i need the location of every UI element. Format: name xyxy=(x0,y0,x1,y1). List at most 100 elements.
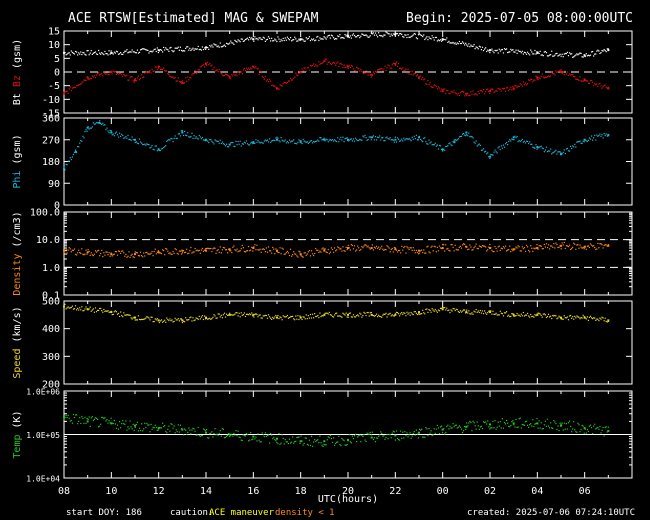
data-sample xyxy=(438,87,441,89)
data-sample xyxy=(123,51,125,54)
data-sample xyxy=(486,88,488,91)
data-sample xyxy=(225,74,228,76)
data-sample xyxy=(471,312,473,314)
data-sample xyxy=(151,145,153,147)
data-sample xyxy=(190,246,192,249)
data-sample xyxy=(434,308,436,311)
caution-density: density < 1 xyxy=(275,508,335,518)
data-sample xyxy=(373,34,376,36)
data-sample xyxy=(576,78,578,81)
data-sample xyxy=(378,435,380,437)
data-sample xyxy=(75,151,78,154)
data-sample xyxy=(346,64,348,67)
data-sample xyxy=(602,137,604,139)
data-sample xyxy=(228,248,230,250)
data-sample xyxy=(139,319,142,321)
data-sample xyxy=(103,418,105,420)
data-sample xyxy=(273,317,275,320)
data-sample xyxy=(401,245,403,247)
data-sample xyxy=(177,253,179,255)
data-sample xyxy=(571,247,573,250)
data-sample xyxy=(452,141,454,143)
data-sample xyxy=(342,246,344,248)
data-sample xyxy=(164,319,166,321)
data-sample xyxy=(418,313,421,315)
data-sample xyxy=(105,73,107,76)
data-sample xyxy=(523,424,526,426)
data-sample xyxy=(108,252,110,254)
data-sample xyxy=(426,246,428,248)
data-sample xyxy=(489,157,491,160)
data-sample xyxy=(151,316,153,318)
data-sample xyxy=(601,134,603,136)
data-sample xyxy=(120,51,122,54)
data-sample xyxy=(433,310,435,312)
data-sample xyxy=(524,82,527,84)
data-sample xyxy=(149,70,151,72)
data-sample xyxy=(461,41,464,43)
data-point xyxy=(394,434,397,437)
data-sample xyxy=(388,138,390,140)
data-sample xyxy=(408,137,410,140)
data-sample xyxy=(273,85,275,88)
data-sample xyxy=(579,431,581,433)
data-sample xyxy=(109,422,111,424)
data-sample xyxy=(606,87,608,89)
data-sample xyxy=(163,146,165,149)
data-sample xyxy=(513,51,515,53)
data-sample xyxy=(365,34,367,36)
data-sample xyxy=(225,249,228,251)
data-sample xyxy=(561,153,563,155)
data-sample xyxy=(576,244,578,246)
data-sample xyxy=(279,316,281,318)
data-sample xyxy=(286,36,288,38)
data-sample xyxy=(232,75,234,77)
data-sample xyxy=(190,316,192,318)
data-sample xyxy=(144,422,146,424)
data-sample xyxy=(322,445,324,448)
data-sample xyxy=(237,71,239,73)
data-sample xyxy=(551,245,553,247)
data-sample xyxy=(319,137,321,139)
data-sample xyxy=(479,245,481,248)
data-sample xyxy=(253,435,255,437)
data-sample xyxy=(582,314,584,316)
data-sample xyxy=(174,47,176,49)
data-sample xyxy=(556,153,558,155)
data-sample xyxy=(531,425,533,427)
data-sample xyxy=(560,423,562,425)
data-sample xyxy=(481,149,484,151)
data-sample xyxy=(516,52,518,54)
data-sample xyxy=(165,70,167,72)
data-sample xyxy=(367,245,369,247)
data-sample xyxy=(490,49,492,52)
data-sample xyxy=(531,51,533,53)
data-sample xyxy=(121,73,123,76)
data-sample xyxy=(332,37,335,39)
data-sample xyxy=(419,429,422,431)
data-sample xyxy=(407,68,409,70)
data-sample xyxy=(233,314,235,316)
data-sample xyxy=(357,245,359,247)
data-sample xyxy=(521,246,523,248)
data-sample xyxy=(426,428,428,430)
data-sample xyxy=(90,310,92,312)
data-sample xyxy=(488,156,490,158)
data-sample xyxy=(91,416,93,418)
data-sample xyxy=(146,49,148,51)
data-sample xyxy=(416,251,419,253)
data-sample xyxy=(498,48,500,50)
data-sample xyxy=(376,36,379,38)
data-sample xyxy=(495,428,497,430)
data-point xyxy=(536,76,539,79)
data-sample xyxy=(85,54,87,56)
data-sample xyxy=(346,316,348,318)
data-sample xyxy=(422,251,424,254)
y-axis-label-part: (gsm) xyxy=(12,39,23,75)
data-sample xyxy=(215,140,217,142)
data-sample xyxy=(456,139,458,141)
data-sample xyxy=(100,122,102,125)
data-sample xyxy=(107,310,109,312)
data-sample xyxy=(387,246,389,248)
data-sample xyxy=(594,423,596,425)
